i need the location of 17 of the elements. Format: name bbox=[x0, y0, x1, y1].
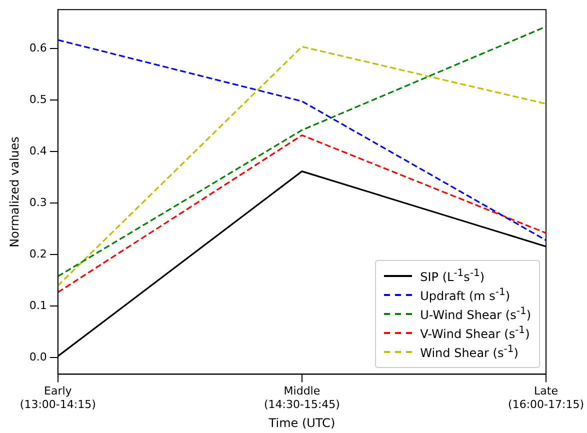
legend-label: U-Wind Shear (s$^{-1}$) bbox=[420, 306, 532, 322]
y-tick-label: 0.2 bbox=[29, 248, 47, 261]
legend-label: Updraft (m s$^{-1}$) bbox=[420, 287, 510, 304]
y-tick-label: 0.0 bbox=[29, 350, 47, 364]
legend-label: SIP (L$^{-1}$s$^{-1}$) bbox=[420, 268, 485, 284]
x-tick-label: Early (13:00-14:15) bbox=[20, 384, 96, 411]
x-tick-label: Late (16:00-17:15) bbox=[508, 384, 584, 411]
y-tick-label: 0.4 bbox=[29, 144, 47, 158]
legend-label: Wind Shear (s$^{-1}$) bbox=[420, 344, 518, 360]
y-tick-label: 0.6 bbox=[29, 42, 47, 55]
y-tick-label: 0.5 bbox=[29, 93, 47, 106]
x-axis-title: Time (UTC) bbox=[268, 416, 336, 430]
y-axis-title: Normalized values bbox=[7, 136, 22, 248]
y-tick-label: 0.3 bbox=[29, 196, 47, 210]
legend-label: V-Wind Shear (s$^{-1}$) bbox=[420, 325, 530, 342]
x-tick-label: Middle (14:30-15:45) bbox=[264, 384, 340, 411]
y-tick-label: 0.1 bbox=[29, 299, 47, 312]
